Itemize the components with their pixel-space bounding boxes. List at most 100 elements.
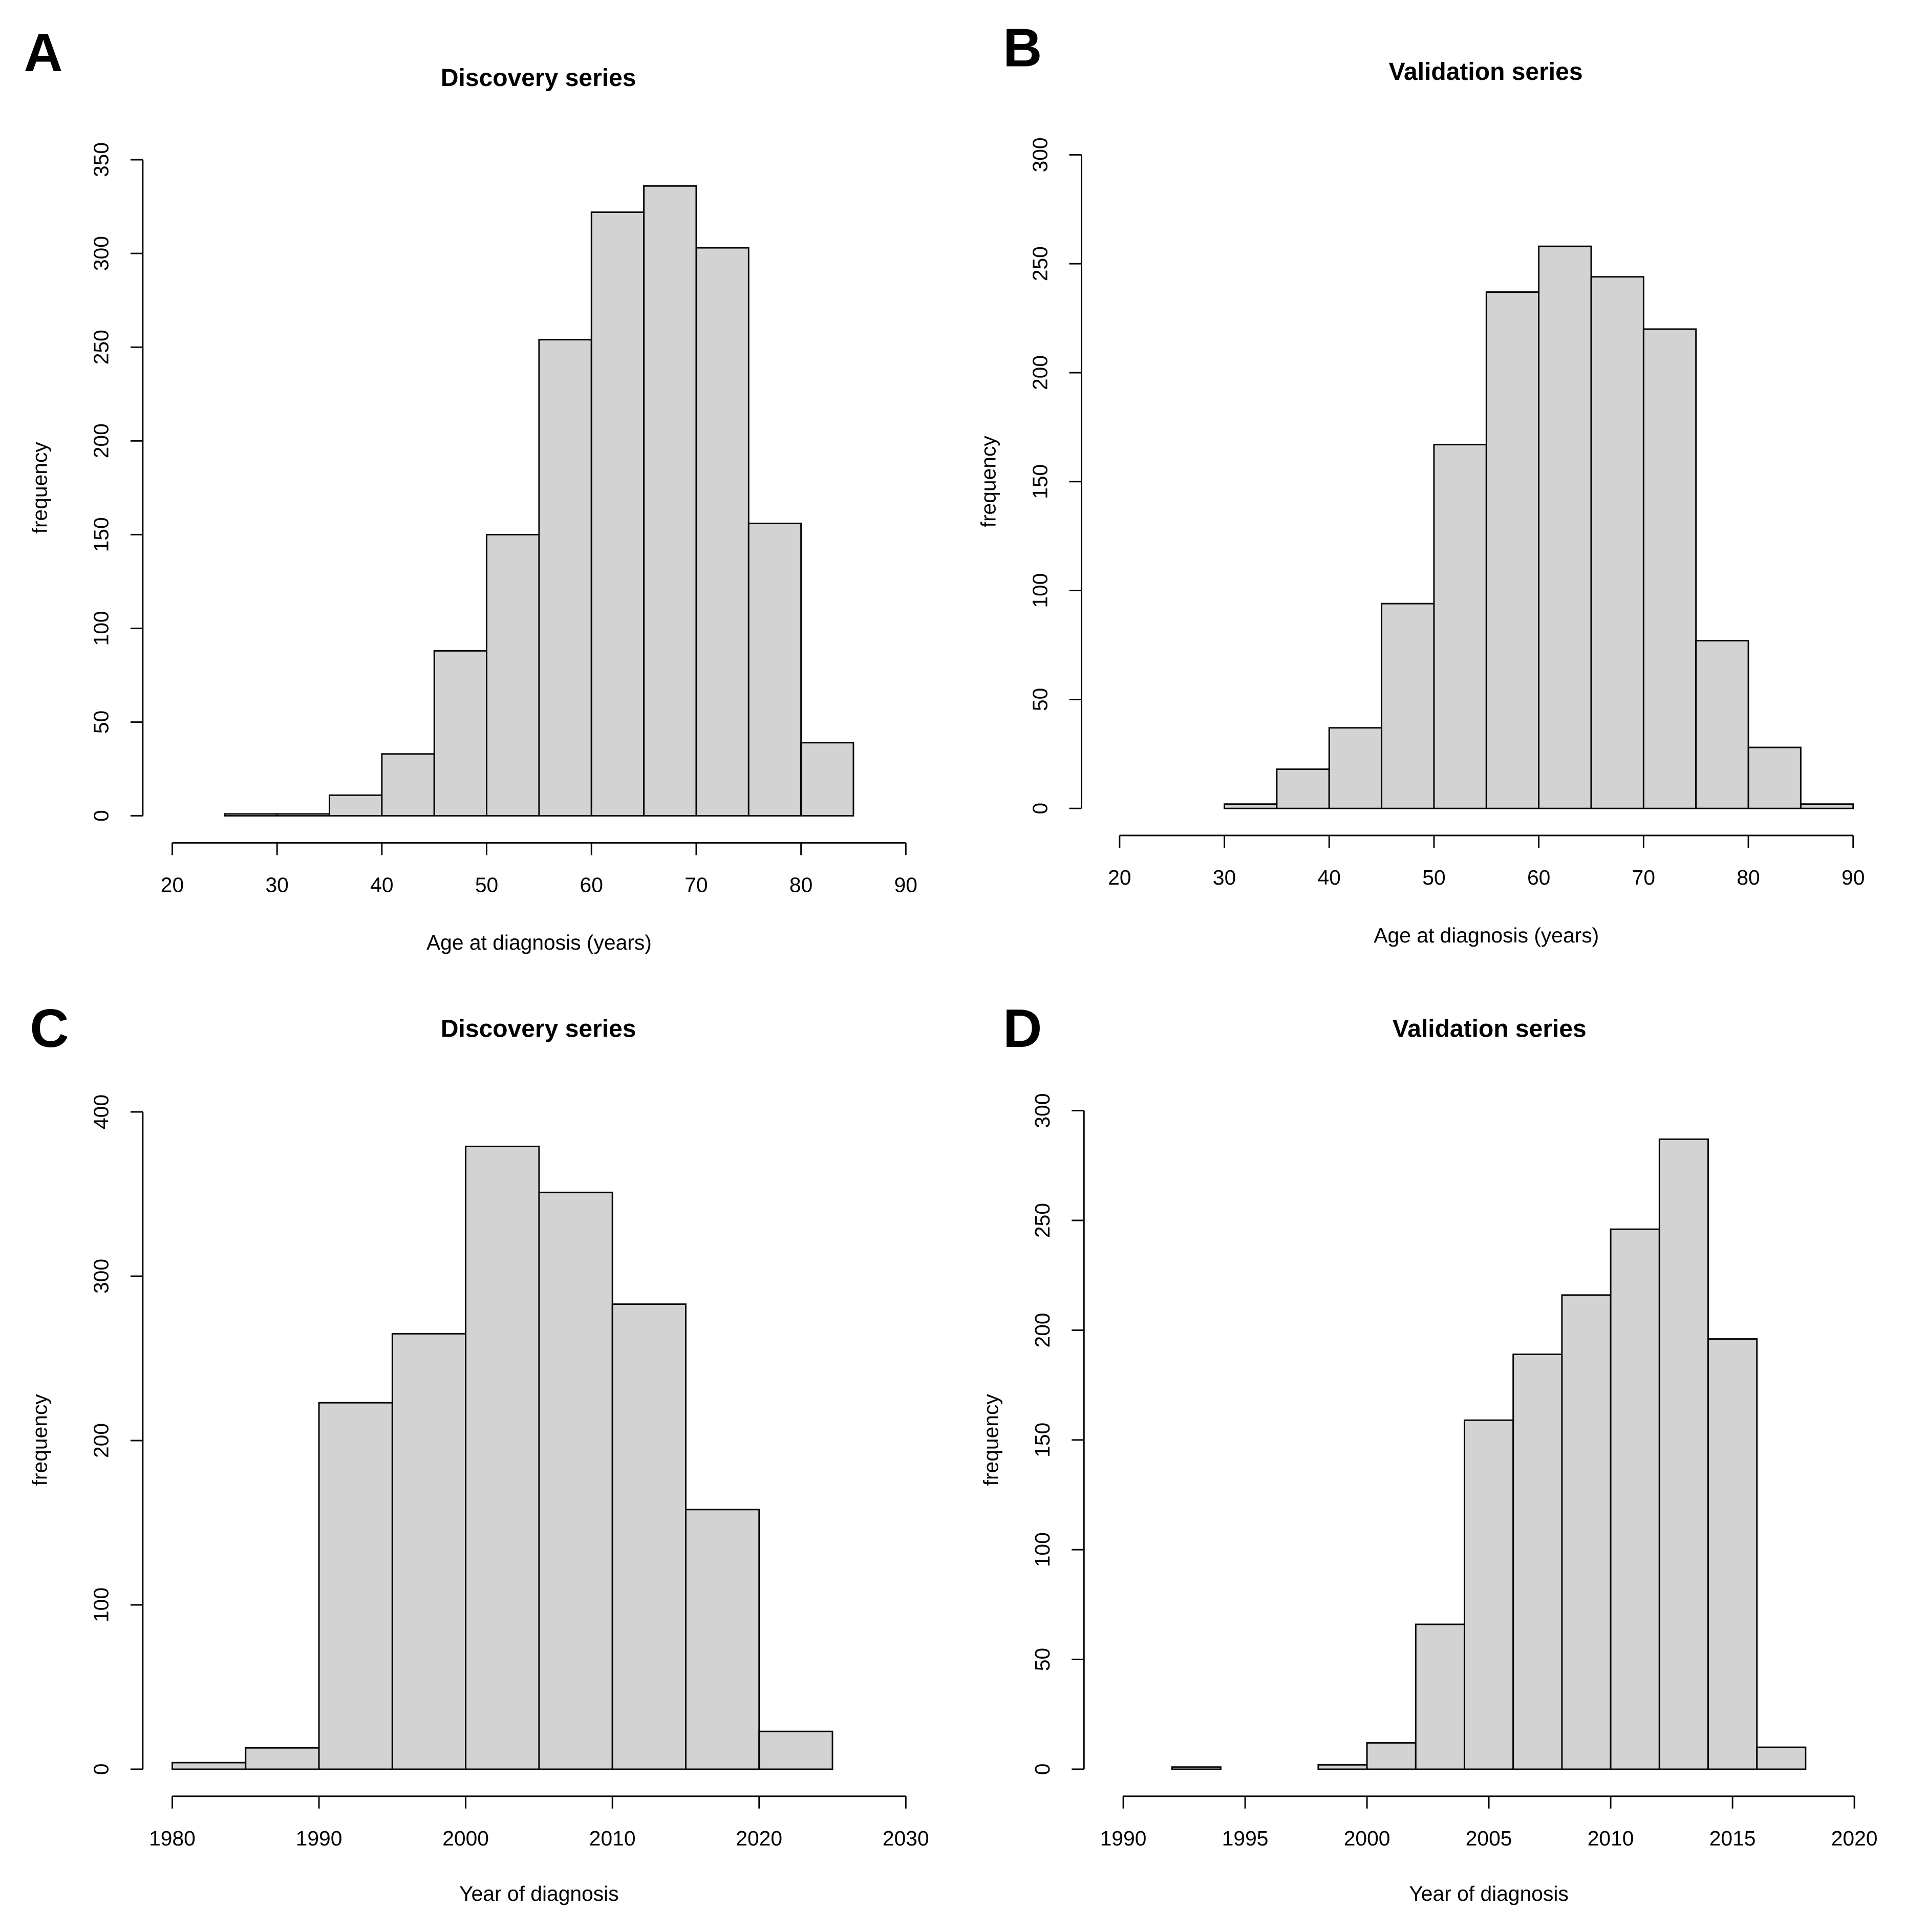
x-tick-label: 1990 [296, 1827, 343, 1850]
histogram-bar [276, 813, 330, 817]
histogram-bar [318, 1402, 393, 1770]
y-tick-label: 300 [90, 1259, 113, 1294]
y-tick-label: 250 [1028, 246, 1052, 281]
y-tick-label: 200 [1028, 355, 1052, 390]
x-tick-label: 2015 [1709, 1827, 1756, 1850]
histogram-bar [1561, 1294, 1612, 1770]
y-tick-label: 100 [90, 611, 113, 646]
x-tick-label: 20 [1108, 866, 1131, 889]
y-tick-label: 0 [90, 810, 113, 822]
x-tick-label: 2010 [1588, 1827, 1634, 1850]
x-tick-label: 2020 [736, 1827, 782, 1850]
panel-label: B [1003, 18, 1042, 78]
y-tick-label: 250 [90, 330, 113, 364]
y-tick-label: 150 [1031, 1423, 1054, 1457]
histogram-bar [611, 1303, 687, 1770]
x-tick-label: 2020 [1831, 1827, 1878, 1850]
x-tick-label: 40 [1318, 866, 1341, 889]
x-axis-label: Year of diagnosis [459, 1882, 618, 1905]
x-tick-label: 40 [370, 873, 393, 896]
histogram-bar [1658, 1138, 1709, 1770]
y-tick-label: 250 [1031, 1203, 1054, 1238]
histogram-bar [1485, 291, 1540, 809]
histogram-bar [685, 1509, 760, 1770]
histogram-bar [1328, 727, 1383, 809]
x-tick-label: 20 [161, 873, 184, 896]
histogram-bar [1707, 1338, 1758, 1770]
chart-title: Discovery series [441, 65, 636, 92]
y-axis-label: frequency [28, 442, 52, 534]
histogram-bar [1538, 245, 1592, 809]
y-tick-label: 300 [90, 236, 113, 271]
histogram-bar [1756, 1746, 1807, 1770]
histogram-bar [1171, 1766, 1222, 1770]
histogram-bar [1590, 276, 1644, 809]
y-tick-label: 50 [1031, 1648, 1054, 1671]
histogram-bar [538, 339, 592, 817]
histogram-bar [1433, 444, 1487, 809]
histogram-bar [1610, 1228, 1660, 1770]
y-tick-label: 100 [1031, 1532, 1054, 1567]
histogram-bar [1366, 1742, 1417, 1770]
x-axis-label: Year of diagnosis [1409, 1882, 1569, 1905]
histogram-bar [1464, 1419, 1514, 1770]
histogram-bar [172, 1762, 247, 1770]
x-tick-label: 50 [1422, 866, 1445, 889]
histogram-bar [465, 1145, 540, 1770]
x-tick-label: 60 [1527, 866, 1550, 889]
histogram-bar [433, 650, 487, 817]
histogram-bar [1695, 640, 1749, 809]
x-tick-label: 30 [1213, 866, 1236, 889]
y-tick-label: 150 [1028, 464, 1052, 499]
y-tick-label: 50 [90, 711, 113, 734]
panel-label: D [1003, 998, 1042, 1059]
y-tick-label: 300 [1028, 137, 1052, 172]
histogram-bar [538, 1191, 613, 1770]
histogram-bar [758, 1730, 833, 1770]
histogram-bar [1317, 1764, 1368, 1770]
y-tick-label: 200 [1031, 1313, 1054, 1347]
x-tick-label: 80 [1737, 866, 1760, 889]
x-tick-label: 2010 [589, 1827, 636, 1850]
x-axis-label: Age at diagnosis (years) [1374, 924, 1599, 947]
x-tick-label: 80 [789, 873, 812, 896]
histogram-bar [381, 753, 435, 817]
y-tick-label: 350 [90, 142, 113, 177]
x-tick-label: 2005 [1466, 1827, 1512, 1850]
histogram-bar [1381, 603, 1435, 809]
x-tick-label: 1990 [1100, 1827, 1147, 1850]
chart-title: Discovery series [441, 1016, 636, 1043]
histogram-bar [590, 211, 645, 817]
histogram-bar [747, 522, 802, 817]
x-tick-label: 2000 [442, 1827, 489, 1850]
y-tick-label: 0 [90, 1764, 113, 1775]
histogram-bar [486, 533, 540, 817]
x-tick-label: 90 [894, 873, 917, 896]
y-tick-label: 150 [90, 517, 113, 552]
x-tick-label: 30 [265, 873, 288, 896]
histogram-bar [695, 247, 750, 817]
histogram-bar [1415, 1623, 1465, 1770]
y-axis-label: frequency [979, 1394, 1002, 1486]
histogram-bar [1642, 328, 1697, 809]
y-tick-label: 200 [90, 423, 113, 458]
histogram-bar [245, 1747, 320, 1770]
histogram-bar [224, 813, 278, 817]
y-tick-label: 0 [1028, 803, 1052, 814]
x-tick-label: 1980 [149, 1827, 196, 1850]
y-tick-label: 400 [90, 1094, 113, 1129]
x-axis-label: Age at diagnosis (years) [426, 931, 652, 954]
x-tick-label: 2000 [1344, 1827, 1390, 1850]
histogram-bar [391, 1333, 467, 1770]
histogram-bar [1747, 746, 1802, 809]
histogram-bar [800, 742, 854, 817]
y-tick-label: 100 [90, 1587, 113, 1622]
histogram-bar [1512, 1354, 1563, 1770]
x-tick-label: 60 [580, 873, 603, 896]
x-tick-label: 90 [1842, 866, 1865, 889]
x-tick-label: 1995 [1222, 1827, 1269, 1850]
histogram-bar [643, 185, 697, 817]
x-tick-label: 50 [475, 873, 498, 896]
x-tick-label: 70 [1632, 866, 1655, 889]
